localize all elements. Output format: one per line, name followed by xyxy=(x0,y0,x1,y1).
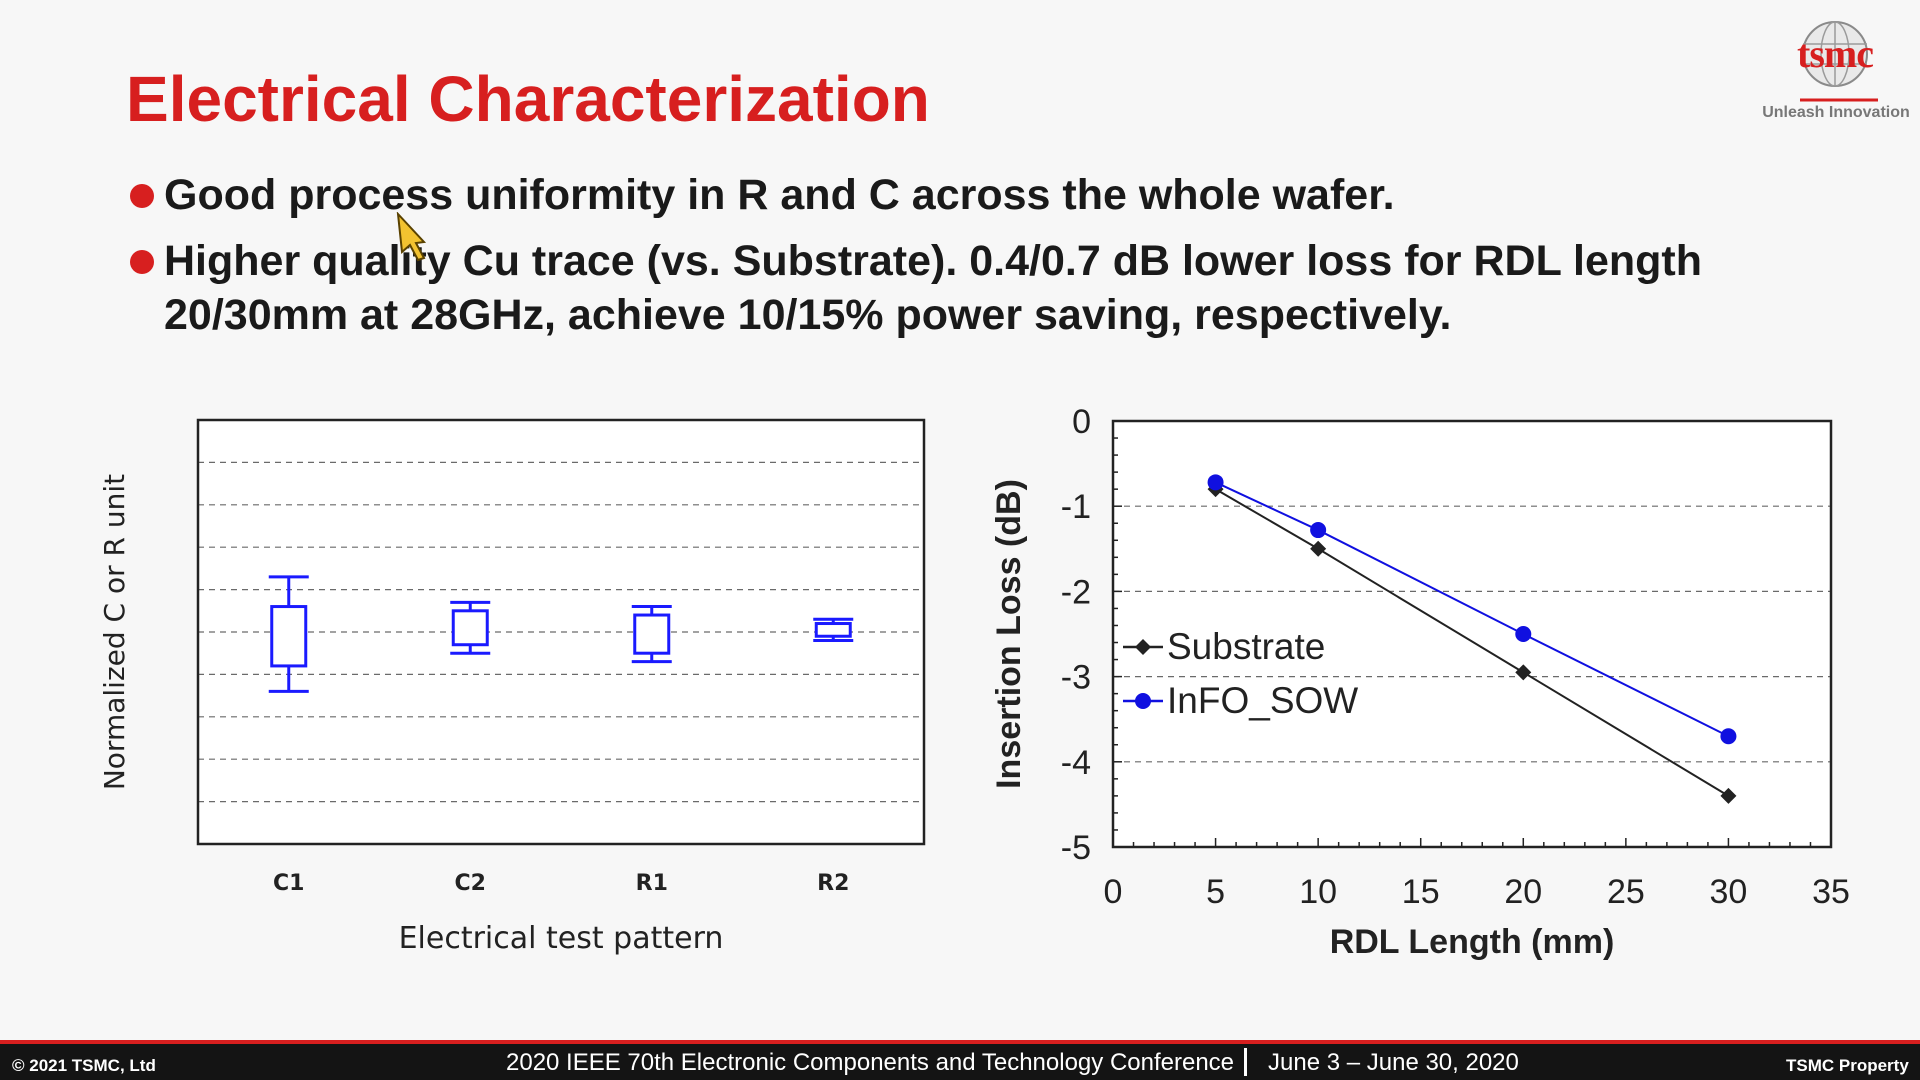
y-axis-label: Insertion Loss (dB) xyxy=(990,479,1028,789)
bullet-dot-icon xyxy=(130,184,154,208)
bullet-item: Good process uniformity in R and C acros… xyxy=(126,168,1826,222)
plot-border xyxy=(1111,419,1833,849)
footer-property: TSMC Property xyxy=(1786,1056,1909,1075)
y-tick-label: 0 xyxy=(1072,403,1091,441)
series-line-info-sow xyxy=(1215,481,1729,738)
globe-icon xyxy=(1800,21,1878,102)
x-tick-label: R2 xyxy=(817,871,849,896)
footer-separator xyxy=(1244,1048,1247,1076)
box-mark-r2 xyxy=(813,617,854,642)
box-body xyxy=(451,609,489,647)
footer-bar: © 2021 TSMC, Ltd 2020 IEEE 70th Electron… xyxy=(0,1040,1920,1080)
data-point-substrate xyxy=(1310,540,1327,557)
slide-title: Electrical Characterization xyxy=(126,63,930,135)
plot-area xyxy=(1113,421,1831,847)
x-axis-label: RDL Length (mm) xyxy=(1330,923,1615,961)
box-plot-chart: C1 C2 R1 R2 Electrical test pattern Normalize… xyxy=(98,418,926,956)
y-tick-label: -3 xyxy=(1061,659,1091,697)
legend-marker xyxy=(1135,693,1151,709)
data-point-info-sow xyxy=(1720,728,1737,745)
y-tick-label: -2 xyxy=(1061,573,1091,611)
bullet-item: Higher quality Cu trace (vs. Substrate).… xyxy=(126,234,1826,342)
x-tick-label: 25 xyxy=(1607,873,1645,911)
box-mark-c1 xyxy=(268,575,309,693)
bullet-text-continued: 20/30mm at 28GHz, achieve 10/15% power s… xyxy=(164,291,1452,339)
y-axis-label: Normalized C or R unit xyxy=(98,474,131,790)
legend-label: InFO_SOW xyxy=(1167,680,1358,721)
legend-item: Substrate xyxy=(1123,626,1325,667)
x-tick-label: C1 xyxy=(273,871,304,896)
series-line-substrate xyxy=(1215,488,1729,797)
x-tick-label: C2 xyxy=(455,871,486,896)
bullet-text: Good process uniformity in R and C acros… xyxy=(164,171,1395,219)
legend-item: InFO_SOW xyxy=(1123,680,1358,721)
data-point-info-sow xyxy=(1207,474,1224,491)
x-tick-label: 5 xyxy=(1206,873,1225,911)
y-tick-label: -1 xyxy=(1061,488,1091,526)
x-tick-label: 0 xyxy=(1104,873,1123,911)
box-body xyxy=(814,622,852,638)
x-tick-label: 10 xyxy=(1299,873,1337,911)
data-point-info-sow xyxy=(1515,626,1532,642)
footer-dates: June 3 – June 30, 2020 xyxy=(1268,1049,1519,1076)
legend-marker xyxy=(1135,639,1151,655)
tsmc-logo: tsmc Unleash Innovation xyxy=(1760,16,1910,126)
legend-label: Substrate xyxy=(1167,626,1325,667)
box-body xyxy=(270,605,308,668)
y-tick-label: -4 xyxy=(1061,744,1091,782)
x-tick-label: 30 xyxy=(1710,873,1748,911)
logo-wordmark: tsmc xyxy=(1797,31,1874,76)
pointer-cursor-icon xyxy=(396,212,427,262)
x-tick-label: R1 xyxy=(636,871,668,896)
plot-border xyxy=(196,418,926,846)
logo-tagline: Unleash Innovation xyxy=(1762,104,1910,121)
data-point-substrate xyxy=(1515,664,1532,681)
bullet-list: Good process uniformity in R and C acros… xyxy=(126,168,1826,354)
data-point-substrate xyxy=(1720,787,1737,804)
insertion-loss-chart: 0 -1 -2 -3 -4 -5 0 5 10 15 20 25 30 35 Substrate InFO_S… xyxy=(990,403,1850,961)
bullet-text: Higher quality Cu trace (vs. Substrate).… xyxy=(164,237,1702,285)
box-body xyxy=(633,613,671,655)
box-mark-c2 xyxy=(450,600,491,655)
data-point-info-sow xyxy=(1310,522,1327,539)
slide: Electrical Characterization tsmc Unleash… xyxy=(98,16,1910,961)
footer-copyright: © 2021 TSMC, Ltd xyxy=(12,1056,156,1075)
x-tick-label: 15 xyxy=(1402,873,1440,911)
box-mark-r1 xyxy=(631,605,672,664)
x-tick-label: 35 xyxy=(1812,873,1850,911)
x-axis-label: Electrical test pattern xyxy=(399,921,724,956)
y-tick-label: -5 xyxy=(1061,829,1091,867)
bullet-dot-icon xyxy=(130,250,154,274)
x-tick-label: 20 xyxy=(1504,873,1542,911)
footer-conference: 2020 IEEE 70th Electronic Components and… xyxy=(506,1049,1235,1076)
